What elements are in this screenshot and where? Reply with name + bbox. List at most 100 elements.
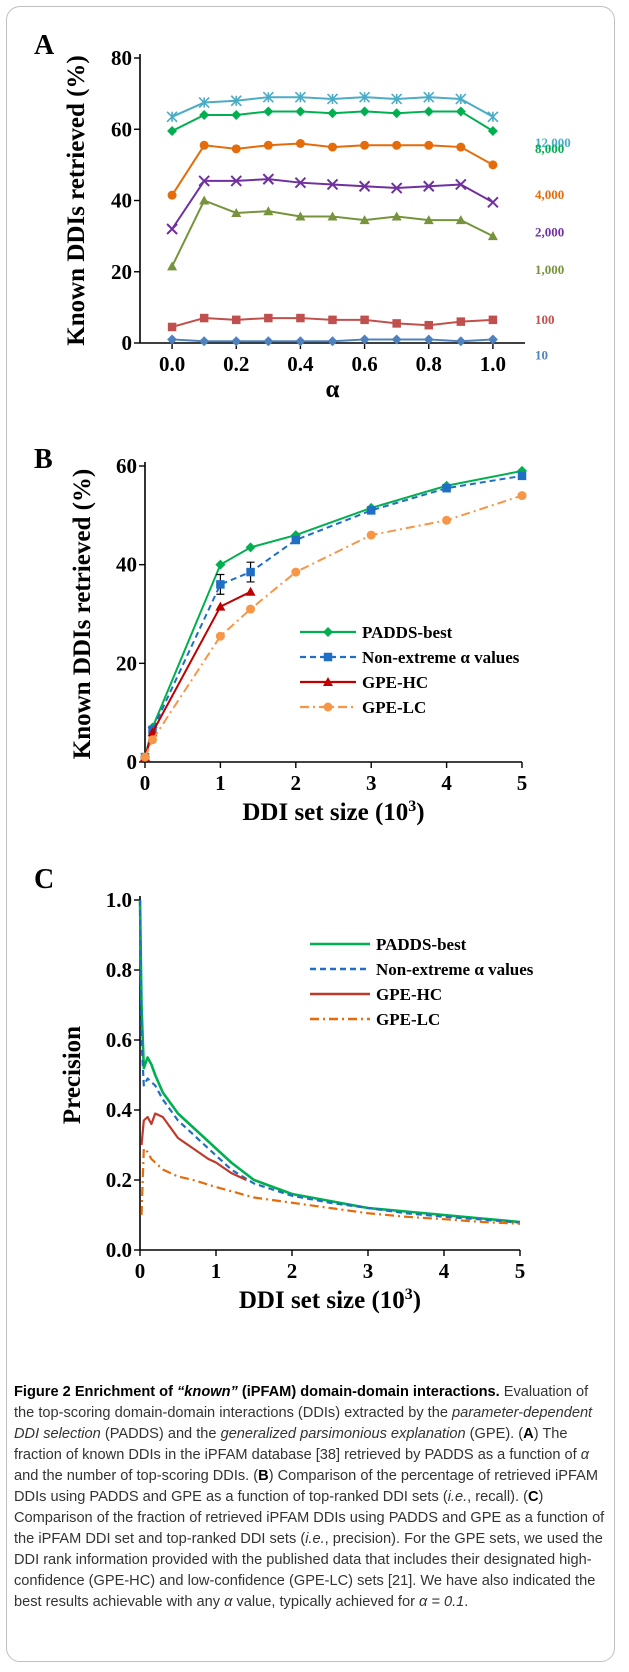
data-point	[246, 567, 255, 577]
series-nonextremevalues	[138, 899, 521, 1224]
x-tick-label: 3	[363, 1259, 374, 1283]
x-tick-label: 0.4	[287, 352, 314, 376]
x-tick-label: 2	[287, 1259, 298, 1283]
data-point	[294, 91, 306, 103]
series-1000	[167, 195, 498, 271]
caption-segment: generalized parsimonious explanation	[220, 1426, 466, 1442]
x-axis-title-sup: 3	[408, 798, 416, 815]
data-point	[216, 580, 225, 589]
caption-segment: parameter-dependent DDI selection	[14, 1405, 593, 1442]
x-axis-title-text: DDI set size (10	[239, 1287, 405, 1314]
series-line	[138, 899, 521, 1224]
data-point	[423, 334, 434, 345]
data-point	[263, 106, 274, 117]
y-tick-label: 60	[116, 454, 137, 478]
data-point	[455, 106, 466, 117]
y-tick-label: 20	[116, 651, 137, 675]
y-tick-label: 0.0	[106, 1238, 132, 1262]
series-label: 100	[535, 312, 555, 327]
data-point	[517, 491, 527, 501]
data-point	[392, 140, 402, 150]
caption-segment: i.e.	[305, 1531, 325, 1547]
data-point	[392, 319, 401, 328]
legend-label: GPE-LC	[362, 698, 426, 717]
data-point	[231, 207, 242, 217]
data-point	[424, 140, 434, 150]
data-point	[391, 211, 402, 221]
data-point	[326, 178, 339, 191]
series-paddsbest	[140, 465, 527, 763]
data-point	[140, 752, 150, 762]
x-tick-label: 1	[211, 1259, 222, 1283]
caption-segment: ) Comparison of the fraction of retrieve…	[14, 1489, 605, 1547]
y-tick-label: 60	[111, 117, 132, 141]
series-line	[140, 1112, 247, 1181]
series-label: 2,000	[535, 224, 564, 239]
data-point	[326, 93, 339, 105]
x-tick-label: 0.8	[416, 352, 442, 376]
y-tick-label: 0	[127, 750, 138, 774]
data-point	[215, 631, 225, 641]
data-point	[231, 336, 242, 347]
caption-segment: B	[258, 1468, 269, 1484]
data-point	[456, 317, 466, 326]
y-tick-label: 0.8	[106, 958, 132, 982]
series-gpelc	[140, 491, 527, 762]
panel-a-chart: A 0 20 40 60 80 0.0 0.2 0.4 0.6 0.8 1.0 Known DDIs r…	[34, 30, 571, 403]
series-8000	[167, 106, 498, 137]
data-point	[291, 567, 301, 577]
data-point	[455, 93, 467, 105]
legend-label: PADDS-best	[362, 623, 453, 642]
x-tick-label: 2	[291, 771, 302, 795]
caption-segment: and the number of top-scoring DDIs. (	[14, 1468, 259, 1484]
data-point	[147, 727, 158, 737]
data-point	[390, 182, 403, 194]
x-tick-label: 4	[439, 1259, 450, 1283]
panel-label: A	[34, 30, 55, 61]
data-point	[199, 140, 209, 150]
data-point	[424, 320, 433, 330]
x-tick-label: 0.0	[159, 352, 185, 376]
figure-card	[6, 6, 615, 1662]
caption-body: Evaluation of the top-scoring domain-dom…	[14, 1384, 604, 1610]
data-point	[263, 140, 273, 150]
data-point	[423, 106, 434, 117]
y-axis-title: Known DDIs retrieved (%)	[63, 55, 90, 345]
panel-label: C	[34, 864, 54, 895]
caption-title-pre: Enrichment of	[74, 1384, 177, 1400]
caption-segment: C	[527, 1489, 539, 1505]
data-point	[517, 465, 527, 476]
caption-segment: , recall). (	[467, 1489, 528, 1505]
series-line	[144, 469, 523, 758]
panel-c-chart: C 0.0 0.2 0.4 0.6 0.8 1.0 0 1 2 3 4 5 Precision DDI se…	[34, 864, 534, 1314]
data-point	[296, 313, 305, 323]
data-point	[215, 601, 226, 611]
series-label: 10	[535, 347, 548, 362]
data-point	[246, 604, 256, 614]
data-point	[215, 559, 226, 570]
caption-segment: A	[523, 1426, 534, 1442]
data-point	[423, 180, 435, 192]
data-point	[442, 515, 452, 525]
data-point	[487, 126, 498, 137]
legend-label: PADDS-best	[376, 935, 467, 954]
caption-segment: , precision). For the GPE sets, we used …	[14, 1531, 603, 1610]
data-point	[488, 315, 498, 325]
data-point	[423, 91, 435, 103]
data-point	[360, 315, 369, 325]
data-point	[359, 91, 371, 103]
data-point	[262, 173, 275, 185]
data-point	[230, 95, 242, 107]
y-axis-title: Known DDIs retrieved (%)	[69, 469, 96, 759]
x-axis-title: DDI set size (103)	[239, 1286, 421, 1314]
x-axis-title-end: )	[413, 1287, 421, 1314]
data-point	[167, 322, 177, 332]
y-tick-label: 40	[111, 189, 132, 213]
data-point	[199, 195, 210, 205]
data-point	[245, 542, 256, 553]
data-point	[358, 180, 371, 192]
data-point	[167, 126, 178, 137]
data-point	[230, 175, 242, 187]
caption-segment: ) The fraction of known DDIs in the iPFA…	[14, 1426, 581, 1463]
caption-segment: α = 0.1	[419, 1594, 465, 1610]
